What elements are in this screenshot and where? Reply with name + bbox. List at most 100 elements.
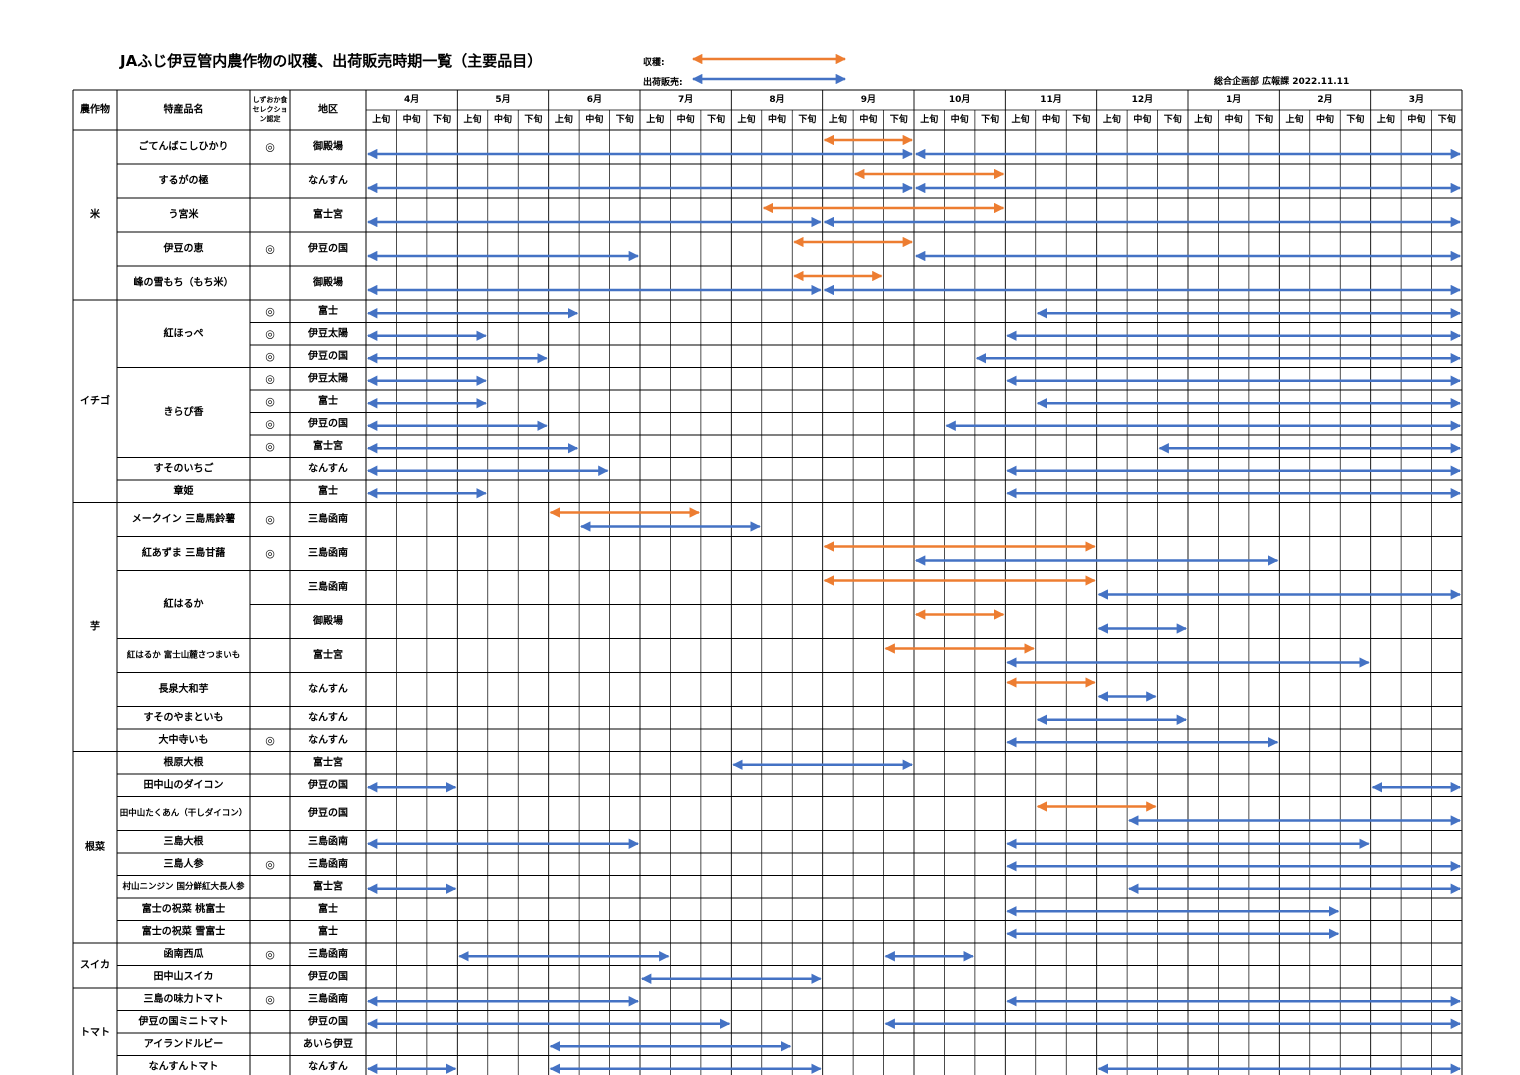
header-period: 下旬	[1438, 113, 1456, 125]
header-crop: 農作物	[80, 103, 110, 116]
header-month: 1月	[1226, 94, 1241, 105]
product-name: 紅はるか 富士山麓さつまいも	[127, 650, 240, 661]
header-certification: セレクショ	[253, 105, 288, 114]
crop-label: トマト	[80, 1027, 110, 1039]
product-name: 村山ニンジン 国分鮮紅大長人参	[123, 881, 245, 892]
header-period: 下旬	[707, 113, 725, 125]
header-period: 下旬	[890, 113, 908, 125]
crop-label: 芋	[90, 620, 100, 633]
department-label: 総合企画部 広報課 2022.11.11	[1214, 77, 1350, 87]
area-label: 伊豆の国	[307, 969, 348, 982]
header-area: 地区	[318, 103, 338, 116]
product-name: 伊豆の恵	[163, 242, 204, 255]
product-name: メークイン 三島馬鈴薯	[132, 512, 235, 525]
header-period: 上旬	[1012, 113, 1030, 125]
area-label: なんすん	[308, 462, 348, 474]
product-name: 三島の味力トマト	[144, 992, 224, 1005]
area-label: 三島函南	[308, 992, 348, 1005]
header-certification: ン認定	[260, 114, 281, 123]
product-name: 根原大根	[164, 755, 204, 768]
area-label: 富士宮	[313, 755, 343, 768]
product-name: 田中山たくあん（干しダイコン）	[120, 808, 248, 819]
header-period: 上旬	[372, 113, 390, 125]
product-name: ごてんばこしひかり	[138, 140, 228, 153]
product-name: 富士の祝菜 桃富士	[142, 902, 225, 915]
header-period: 下旬	[1346, 113, 1364, 125]
product-name: 長泉大和芋	[159, 682, 209, 695]
product-name: 函南西瓜	[164, 947, 204, 960]
header-month: 2月	[1317, 94, 1332, 105]
header-period: 中旬	[1225, 113, 1243, 125]
certification-mark: ◎	[265, 440, 275, 453]
product-name: う宮米	[169, 208, 200, 221]
area-label: 御殿場	[312, 614, 343, 627]
header-period: 上旬	[1103, 113, 1121, 125]
area-label: 富士宮	[313, 648, 343, 661]
header-period: 中旬	[403, 113, 421, 125]
area-label: 富士	[318, 924, 338, 937]
product-name: 章姫	[174, 484, 194, 497]
header-period: 上旬	[464, 113, 482, 125]
product-name: すそのやまといも	[144, 711, 224, 723]
header-period: 上旬	[1194, 113, 1212, 125]
header-certification: しずおか食	[253, 95, 289, 104]
area-label: 富士	[318, 394, 338, 407]
area-label: 三島函南	[308, 857, 348, 870]
area-label: 三島函南	[308, 947, 348, 960]
header-period: 上旬	[920, 113, 938, 125]
area-label: 三島函南	[308, 512, 348, 525]
header-period: 中旬	[1042, 113, 1060, 125]
header-month: 5月	[495, 94, 510, 105]
product-name: なんすんトマト	[149, 1060, 219, 1072]
legend-harvest-label: 収穫:	[643, 58, 665, 68]
area-label: 御殿場	[312, 276, 343, 289]
area-label: 富士宮	[313, 439, 343, 452]
product-name: 紅ほっぺ	[164, 326, 204, 339]
product-name: するがの極	[159, 174, 209, 187]
header-period: 上旬	[1377, 113, 1395, 125]
header-month: 7月	[678, 94, 693, 105]
header-month: 8月	[769, 94, 784, 105]
header-period: 上旬	[1286, 113, 1304, 125]
header-period: 上旬	[555, 113, 573, 125]
product-name: アイランドルビー	[144, 1037, 224, 1050]
area-label: 伊豆太陽	[307, 371, 348, 384]
header-period: 下旬	[524, 113, 542, 125]
product-name: 三島人参	[164, 857, 204, 870]
product-name: 田中山スイカ	[154, 969, 214, 982]
header-period: 上旬	[829, 113, 847, 125]
page-title: JAふじ伊豆管内農作物の収穫、出荷販売時期一覧（主要品目）	[120, 52, 543, 70]
area-label: なんすん	[308, 734, 348, 746]
header-month: 4月	[404, 94, 419, 105]
header-month: 3月	[1409, 94, 1424, 105]
area-label: 三島函南	[308, 546, 348, 559]
header-period: 中旬	[1407, 113, 1425, 125]
header-period: 中旬	[768, 113, 786, 125]
area-label: 富士宮	[313, 208, 343, 221]
certification-mark: ◎	[265, 305, 275, 318]
product-name: すそのいちご	[154, 461, 215, 474]
area-label: 三島函南	[308, 580, 348, 593]
area-label: なんすん	[308, 683, 348, 695]
product-name: 大中寺いも	[159, 733, 209, 746]
header-period: 中旬	[1316, 113, 1334, 125]
certification-mark: ◎	[265, 858, 275, 871]
crop-label: イチゴ	[80, 394, 110, 407]
area-label: 御殿場	[312, 140, 343, 153]
area-label: 伊豆の国	[307, 242, 348, 255]
certification-mark: ◎	[265, 948, 275, 961]
certification-mark: ◎	[265, 372, 275, 385]
header-period: 下旬	[1072, 113, 1090, 125]
crop-label: スイカ	[80, 959, 110, 971]
header-period: 中旬	[677, 113, 695, 125]
certification-mark: ◎	[265, 513, 275, 526]
area-label: 三島函南	[308, 834, 348, 847]
header-month: 9月	[861, 94, 876, 105]
header-period: 中旬	[859, 113, 877, 125]
certification-mark: ◎	[265, 243, 275, 256]
crop-label: 米	[90, 208, 101, 221]
area-label: なんすん	[308, 1060, 348, 1072]
certification-mark: ◎	[265, 327, 275, 340]
product-name: 田中山のダイコン	[144, 778, 224, 791]
header-period: 下旬	[1255, 113, 1273, 125]
